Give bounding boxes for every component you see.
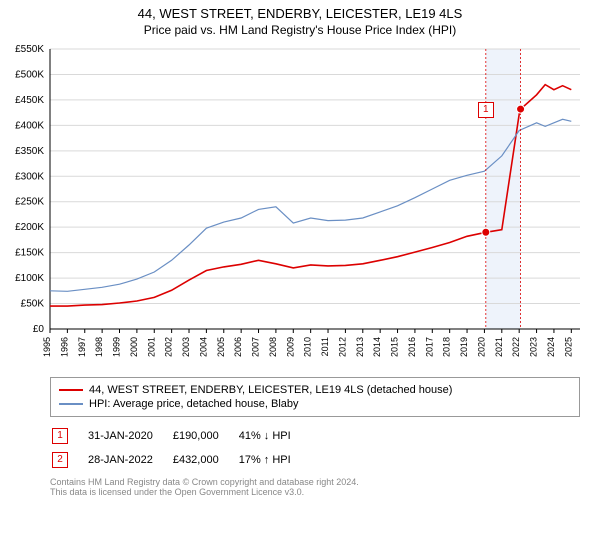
- svg-text:2007: 2007: [251, 337, 261, 357]
- marker-table: 1 31-JAN-2020£190,00041% ↓ HPI 2 28-JAN-202…: [50, 423, 311, 473]
- marker-row: 1 31-JAN-2020£190,00041% ↓ HPI: [52, 425, 309, 447]
- marker-row: 2 28-JAN-2022£432,00017% ↑ HPI: [52, 449, 309, 471]
- legend-row: 44, WEST STREET, ENDERBY, LEICESTER, LE1…: [59, 384, 571, 396]
- svg-text:1999: 1999: [112, 337, 122, 357]
- svg-text:2018: 2018: [442, 337, 452, 357]
- svg-text:2017: 2017: [424, 337, 434, 357]
- svg-text:2005: 2005: [216, 337, 226, 357]
- svg-text:1997: 1997: [77, 337, 87, 357]
- svg-text:2024: 2024: [546, 337, 556, 357]
- svg-text:£400K: £400K: [15, 120, 44, 131]
- chart-titles: 44, WEST STREET, ENDERBY, LEICESTER, LE1…: [0, 0, 600, 39]
- svg-text:£0: £0: [33, 324, 45, 335]
- svg-text:£550K: £550K: [15, 44, 44, 55]
- svg-text:2004: 2004: [198, 337, 208, 357]
- svg-text:£250K: £250K: [15, 197, 44, 208]
- svg-text:2012: 2012: [337, 337, 347, 357]
- svg-text:2020: 2020: [476, 337, 486, 357]
- svg-text:2023: 2023: [529, 337, 539, 357]
- svg-text:2019: 2019: [459, 337, 469, 357]
- plot-wrapper: £0 £50K £100K £150K £200K £250K £300K £350K £400…: [0, 39, 600, 369]
- svg-text:£200K: £200K: [15, 222, 44, 233]
- marker-date: 28-JAN-2022: [88, 449, 171, 471]
- legend-row: HPI: Average price, detached house, Blab…: [59, 398, 571, 410]
- marker-price: £190,000: [173, 425, 237, 447]
- legend-swatch: [59, 389, 83, 391]
- legend-swatch: [59, 403, 83, 405]
- svg-text:2002: 2002: [164, 337, 174, 357]
- svg-text:2008: 2008: [268, 337, 278, 357]
- svg-text:1996: 1996: [59, 337, 69, 357]
- chart-container: 44, WEST STREET, ENDERBY, LEICESTER, LE1…: [0, 0, 600, 497]
- footer: Contains HM Land Registry data © Crown c…: [50, 477, 580, 497]
- svg-text:£450K: £450K: [15, 95, 44, 106]
- line-chart: £0 £50K £100K £150K £200K £250K £300K £350K £400…: [0, 39, 600, 369]
- svg-text:£300K: £300K: [15, 171, 44, 182]
- marker-delta: 17% ↑ HPI: [239, 449, 309, 471]
- svg-text:£100K: £100K: [15, 273, 44, 284]
- svg-text:£50K: £50K: [21, 299, 45, 310]
- svg-text:2025: 2025: [563, 337, 573, 357]
- legend-label: 44, WEST STREET, ENDERBY, LEICESTER, LE1…: [89, 384, 452, 396]
- marker-delta: 41% ↓ HPI: [239, 425, 309, 447]
- title-main: 44, WEST STREET, ENDERBY, LEICESTER, LE1…: [0, 6, 600, 21]
- marker-date: 31-JAN-2020: [88, 425, 171, 447]
- svg-text:£500K: £500K: [15, 69, 44, 80]
- footer-line1: Contains HM Land Registry data © Crown c…: [50, 477, 580, 487]
- svg-text:2010: 2010: [303, 337, 313, 357]
- svg-text:2021: 2021: [494, 337, 504, 357]
- svg-text:2003: 2003: [181, 337, 191, 357]
- svg-text:£150K: £150K: [15, 248, 44, 259]
- svg-text:£350K: £350K: [15, 146, 44, 157]
- footer-line2: This data is licensed under the Open Gov…: [50, 487, 580, 497]
- marker-price: £432,000: [173, 449, 237, 471]
- svg-text:2006: 2006: [233, 337, 243, 357]
- title-sub: Price paid vs. HM Land Registry's House …: [0, 23, 600, 37]
- svg-text:1995: 1995: [42, 337, 52, 357]
- svg-text:2000: 2000: [129, 337, 139, 357]
- marker-num: 2: [52, 452, 68, 468]
- svg-text:2016: 2016: [407, 337, 417, 357]
- svg-text:2011: 2011: [320, 337, 330, 356]
- chart-marker-1: 1: [478, 102, 494, 118]
- marker-num: 1: [52, 428, 68, 444]
- svg-text:2014: 2014: [372, 337, 382, 357]
- svg-text:2015: 2015: [390, 337, 400, 357]
- svg-text:2022: 2022: [511, 337, 521, 357]
- svg-text:2013: 2013: [355, 337, 365, 357]
- svg-text:2001: 2001: [146, 337, 156, 357]
- legend: 44, WEST STREET, ENDERBY, LEICESTER, LE1…: [50, 377, 580, 417]
- svg-text:2009: 2009: [285, 337, 295, 357]
- svg-text:1998: 1998: [94, 337, 104, 357]
- legend-label: HPI: Average price, detached house, Blab…: [89, 398, 299, 410]
